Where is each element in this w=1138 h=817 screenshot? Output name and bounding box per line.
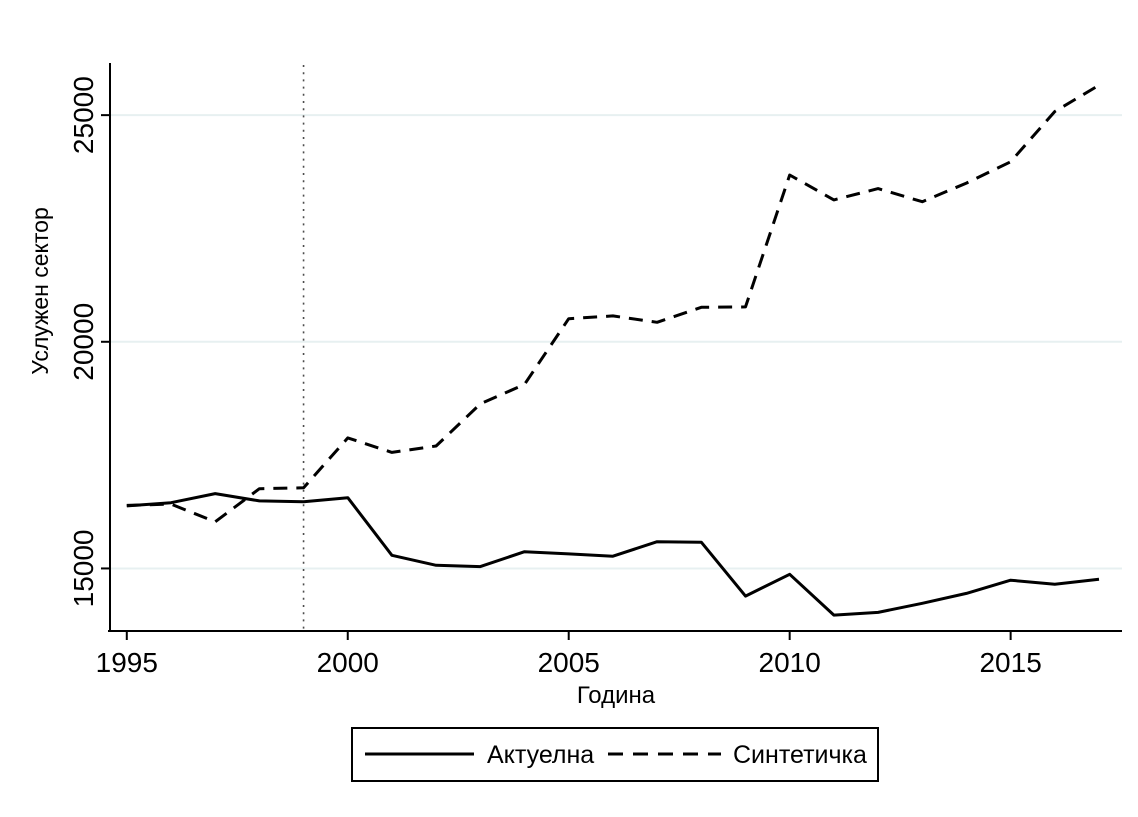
series-line-actual <box>126 492 1100 617</box>
axis-ticks <box>101 114 1012 640</box>
legend-label-synthetic: Синтетичка <box>733 741 867 769</box>
gridlines <box>110 114 1122 570</box>
x-tick-label: 2010 <box>759 647 821 678</box>
axis-tick-labels: 15000 20000 25000 1995 2000 2005 2010 2015 <box>68 76 1042 678</box>
legend: Актуелна Синтетичка <box>351 727 879 782</box>
y-axis-title: Услужен сектор <box>27 207 53 375</box>
series-lines <box>126 83 1100 617</box>
y-tick-label: 20000 <box>68 303 99 381</box>
x-axis-title: Година <box>577 682 656 709</box>
y-tick-label: 15000 <box>68 530 99 608</box>
x-tick-label: 2005 <box>538 647 600 678</box>
x-tick-label: 1995 <box>96 647 158 678</box>
x-tick-label: 2015 <box>979 647 1041 678</box>
x-tick-label: 2000 <box>317 647 379 678</box>
y-tick-label: 25000 <box>68 76 99 154</box>
series-line-synthetic <box>126 83 1100 524</box>
legend-label-actual: Актуелна <box>487 741 594 769</box>
